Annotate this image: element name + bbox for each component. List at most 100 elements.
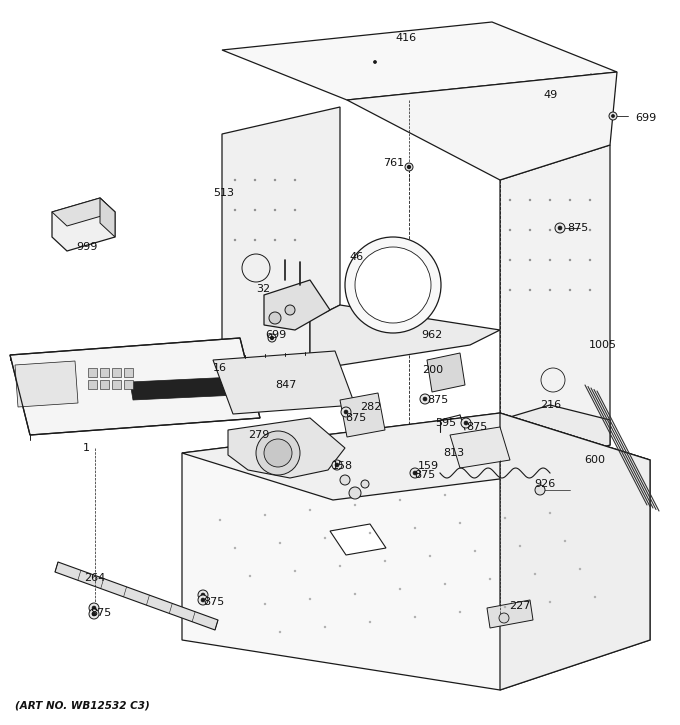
Circle shape: [549, 229, 551, 231]
Circle shape: [564, 540, 566, 542]
Text: 761: 761: [383, 158, 404, 168]
Polygon shape: [264, 280, 330, 330]
Circle shape: [579, 568, 581, 570]
Circle shape: [264, 439, 292, 467]
Polygon shape: [100, 198, 115, 237]
Text: 875: 875: [427, 395, 448, 405]
Circle shape: [324, 626, 326, 628]
Polygon shape: [340, 393, 385, 437]
Text: 699: 699: [635, 113, 656, 123]
Polygon shape: [330, 524, 386, 555]
Polygon shape: [15, 361, 78, 407]
Text: 875: 875: [90, 608, 112, 618]
Circle shape: [529, 259, 531, 261]
Circle shape: [519, 545, 521, 547]
Text: 813: 813: [443, 448, 464, 458]
Circle shape: [589, 199, 591, 201]
Polygon shape: [310, 305, 500, 370]
Circle shape: [558, 226, 562, 230]
Circle shape: [268, 334, 276, 342]
Text: 875: 875: [466, 422, 488, 432]
Circle shape: [274, 239, 276, 241]
Circle shape: [474, 550, 476, 552]
Circle shape: [609, 112, 617, 120]
Text: 16: 16: [213, 363, 227, 373]
Circle shape: [256, 431, 300, 475]
Circle shape: [423, 397, 427, 401]
Text: 282: 282: [360, 402, 381, 412]
Circle shape: [254, 179, 256, 181]
Polygon shape: [500, 145, 610, 480]
Polygon shape: [500, 413, 650, 690]
Polygon shape: [10, 338, 260, 435]
Circle shape: [589, 229, 591, 231]
Circle shape: [254, 239, 256, 241]
Circle shape: [279, 631, 281, 633]
Circle shape: [549, 601, 551, 603]
Text: 513: 513: [213, 188, 234, 198]
Text: 46: 46: [349, 252, 363, 262]
Text: 595: 595: [435, 418, 456, 428]
Text: 1005: 1005: [589, 340, 617, 350]
Text: 216: 216: [540, 400, 561, 410]
Text: 158: 158: [332, 461, 353, 471]
Circle shape: [509, 259, 511, 261]
Polygon shape: [88, 368, 97, 377]
Polygon shape: [427, 353, 465, 392]
Circle shape: [294, 239, 296, 241]
Circle shape: [341, 407, 351, 417]
Circle shape: [271, 336, 273, 339]
Polygon shape: [130, 377, 238, 400]
Circle shape: [459, 611, 461, 613]
Circle shape: [354, 504, 356, 506]
Circle shape: [92, 606, 96, 610]
Circle shape: [249, 575, 251, 577]
Circle shape: [198, 590, 208, 600]
Text: 875: 875: [567, 223, 588, 233]
Polygon shape: [527, 74, 615, 120]
Circle shape: [373, 60, 377, 64]
Circle shape: [499, 613, 509, 623]
Circle shape: [555, 223, 565, 233]
Polygon shape: [124, 380, 133, 389]
Circle shape: [274, 179, 276, 181]
Circle shape: [309, 509, 311, 511]
Circle shape: [569, 199, 571, 201]
Circle shape: [549, 512, 551, 514]
Circle shape: [399, 499, 401, 501]
Circle shape: [294, 209, 296, 211]
Circle shape: [594, 596, 596, 598]
Circle shape: [332, 460, 342, 470]
Circle shape: [534, 573, 536, 575]
Polygon shape: [487, 600, 533, 628]
Text: 875: 875: [203, 597, 224, 607]
Circle shape: [355, 247, 431, 323]
Polygon shape: [182, 413, 650, 500]
Circle shape: [234, 209, 236, 211]
Circle shape: [354, 593, 356, 595]
Circle shape: [219, 519, 221, 521]
Circle shape: [549, 259, 551, 261]
Circle shape: [444, 583, 446, 585]
Circle shape: [413, 471, 417, 475]
Circle shape: [279, 542, 281, 544]
Text: 962: 962: [421, 330, 442, 340]
Polygon shape: [124, 368, 133, 377]
Circle shape: [420, 394, 430, 404]
Polygon shape: [347, 72, 617, 180]
Text: 279: 279: [248, 430, 269, 440]
Text: 600: 600: [584, 455, 605, 465]
Circle shape: [549, 289, 551, 291]
Circle shape: [611, 115, 615, 117]
Circle shape: [407, 165, 411, 168]
Text: 200: 200: [422, 365, 443, 375]
Circle shape: [294, 179, 296, 181]
Text: 49: 49: [543, 90, 557, 100]
Polygon shape: [112, 380, 121, 389]
Text: 875: 875: [345, 413, 367, 423]
Circle shape: [294, 570, 296, 572]
Polygon shape: [500, 405, 610, 480]
Circle shape: [549, 199, 551, 201]
Circle shape: [324, 537, 326, 539]
Circle shape: [509, 289, 511, 291]
